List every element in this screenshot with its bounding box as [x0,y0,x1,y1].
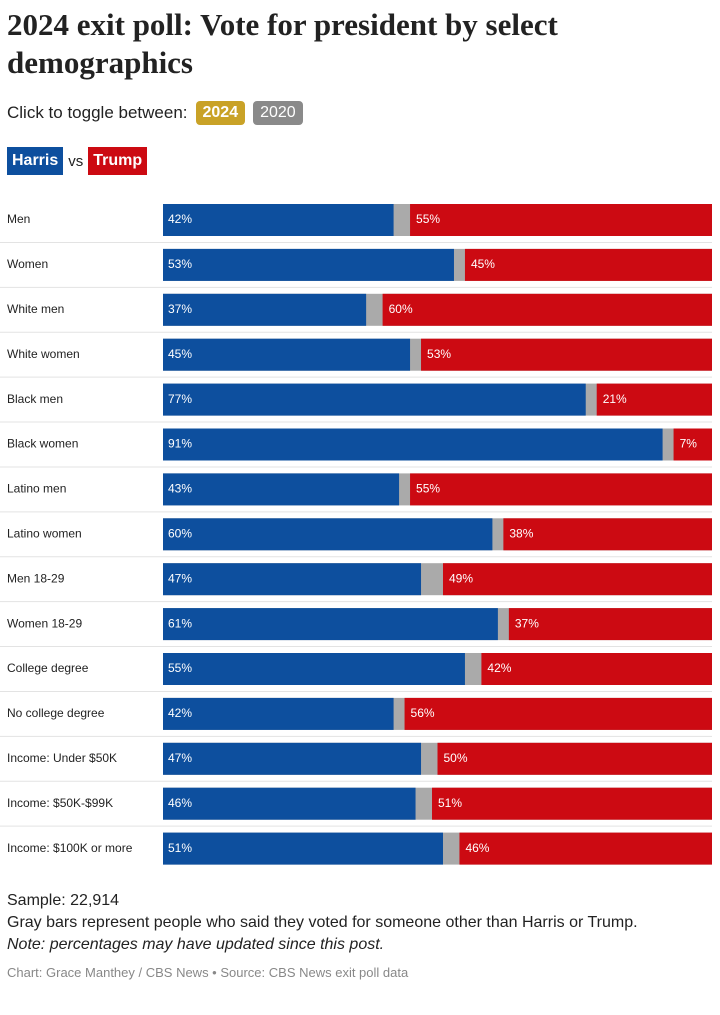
bar [421,338,712,371]
data-label: 53% [427,347,451,361]
legend: Harris vs Trump [7,147,148,175]
data-label: 51% [168,841,192,855]
category-label: Women [7,257,48,271]
bar [459,832,712,865]
bar [163,563,422,596]
bar [404,697,712,730]
bar [163,697,394,730]
toggle-button[interactable]: 2024 [195,101,246,125]
toggle-label: Click to toggle between: [7,103,188,122]
bar [673,428,712,461]
data-label: 60% [168,526,192,540]
bar [163,248,454,281]
data-label: 42% [168,706,192,720]
bar [163,653,465,685]
category-label: White women [7,347,80,361]
bar [596,383,712,416]
data-label: 91% [168,437,192,451]
data-label: 77% [168,392,192,406]
category-label: Men 18-29 [7,571,65,585]
data-label: 47% [168,571,192,585]
legend-joiner: vs [68,152,84,170]
data-label: 47% [168,751,192,765]
bar [464,248,712,281]
data-label: 7% [680,437,698,451]
category-label: Income: Under $50K [7,751,117,765]
bar [432,787,712,820]
data-label: 43% [168,482,192,496]
bar [481,653,712,685]
toggle-button[interactable]: 2020 [253,101,303,125]
note: Note: percentages may have updated since… [7,936,385,953]
legend-entry: Trump [88,147,148,175]
data-label: 60% [389,302,413,316]
bar [503,518,712,551]
data-label: 49% [449,571,473,585]
note: Gray bars represent people who said they… [7,914,638,931]
bar [163,473,400,506]
category-label: College degree [7,661,89,675]
category-label: Men [7,212,30,226]
data-label: 46% [465,841,489,855]
bar [163,742,422,775]
bar [163,204,394,236]
data-label: 37% [168,302,192,316]
footer: Sample: 22,914 Gray bars represent peopl… [7,890,707,984]
chart-title: 2024 exit poll: Vote for president by se… [7,7,558,80]
data-label: 50% [444,751,468,765]
category-label: Black men [7,392,63,406]
category-label: Women 18-29 [7,616,82,630]
data-label: 56% [411,706,435,720]
bar [410,204,712,236]
bar [442,563,712,596]
data-label: 55% [416,482,440,496]
data-label: 46% [168,796,192,810]
data-label: 21% [603,392,627,406]
data-label: 37% [515,616,539,630]
legend-entry: Harris [7,147,64,175]
data-label: 42% [168,212,192,226]
bar [163,293,367,326]
data-label: 38% [509,526,533,540]
data-label: 55% [416,212,440,226]
category-label: Latino men [7,482,66,496]
data-label: 61% [168,616,192,630]
bar [382,293,712,326]
data-label: 42% [487,661,511,675]
bar [163,338,411,371]
credit: Chart: Grace Manthey / CBS News • Source… [7,965,409,980]
bar [437,742,712,775]
bar [163,608,498,641]
category-label: Latino women [7,526,82,540]
data-label: 45% [471,257,495,271]
category-label: Black women [7,437,78,451]
bar [163,383,586,416]
data-label: 53% [168,257,192,271]
data-label: 51% [438,796,462,810]
chart: Men 42% 55% Women 53% 45% White men 37% 60% White… [0,204,712,865]
bar [163,518,493,551]
bar [508,608,712,641]
category-label: Income: $50K-$99K [7,796,113,810]
bar [410,473,712,506]
toggle: Click to toggle between: 2024 2020 [7,101,303,125]
category-label: No college degree [7,706,105,720]
data-label: 55% [168,661,192,675]
category-label: White men [7,302,64,316]
bar [163,832,443,865]
sample: Sample: 22,914 [7,892,120,909]
bar [163,787,416,820]
data-label: 45% [168,347,192,361]
category-label: Income: $100K or more [7,841,133,855]
bar [163,428,663,461]
